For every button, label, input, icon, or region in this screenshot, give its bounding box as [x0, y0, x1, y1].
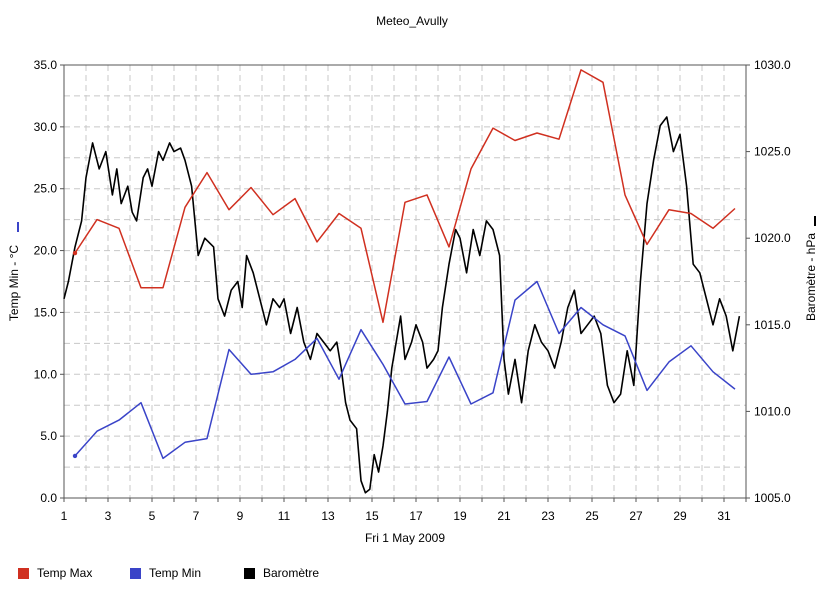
series-line-temp-min: [74, 280, 736, 460]
x-tick-label: 5: [149, 509, 156, 523]
x-tick-label: 19: [453, 509, 467, 523]
y-axis-left-label: Temp Min - °C: [7, 245, 21, 321]
x-axis: 1 3 5 7 9 11 13 15 17 19 21 23 25 27 29 31: [61, 498, 747, 523]
legend-swatch-temp-min: [130, 567, 141, 579]
x-tick-label: 21: [497, 509, 511, 523]
left-tick-label: 0.0: [40, 491, 57, 505]
legend-item-barometre: Baromètre: [244, 566, 319, 580]
left-tick-label: 20.0: [34, 244, 58, 258]
x-axis-label: Fri 1 May 2009: [365, 531, 445, 545]
x-tick-label: 13: [321, 509, 335, 523]
series-group: [63, 69, 741, 494]
x-tick-label: 7: [193, 509, 200, 523]
left-tick-label: 10.0: [34, 367, 58, 381]
legend-label-temp-max: Temp Max: [37, 566, 93, 580]
y-axis-right-label: Baromètre - hPa: [804, 233, 818, 321]
chart: Meteo_Avully 0.0 5.0 10.0 15.0 20.0 25.0 30.0 3…: [7, 14, 818, 545]
right-tick-label: 1010.0: [754, 404, 791, 418]
left-tick-label: 5.0: [40, 429, 57, 443]
left-tick-label: 30.0: [34, 120, 58, 134]
x-tick-label: 3: [105, 509, 112, 523]
series-start-point-temp-max: [72, 250, 78, 256]
right-tick-label: 1015.0: [754, 318, 791, 332]
x-tick-label: 27: [629, 509, 643, 523]
x-tick-label: 25: [585, 509, 599, 523]
x-tick-label: 9: [237, 509, 244, 523]
plot-frame: [63, 64, 747, 499]
series-line-temp-max: [74, 69, 736, 324]
left-tick-label: 15.0: [34, 305, 58, 319]
left-tick-label: 25.0: [34, 182, 58, 196]
legend-item-temp-min: Temp Min: [130, 566, 201, 580]
right-tick-label: 1005.0: [754, 491, 791, 505]
series-line-barom-tre: [63, 116, 741, 494]
grid: [64, 65, 746, 498]
right-axis: 1005.0 1010.0 1015.0 1020.0 1025.0 1030.0: [746, 58, 791, 505]
legend-swatch-barometre: [244, 567, 255, 579]
legend-label-barometre: Baromètre: [263, 566, 320, 580]
legend-label-temp-min: Temp Min: [149, 566, 202, 580]
x-tick-label: 23: [541, 509, 555, 523]
x-tick-label: 1: [61, 509, 68, 523]
chart-title: Meteo_Avully: [376, 14, 448, 28]
legend: Temp Max Temp Min Baromètre: [0, 560, 825, 590]
legend-item-temp-max: Temp Max: [18, 566, 92, 580]
x-tick-label: 11: [278, 509, 291, 523]
legend-swatch-temp-max: [18, 567, 29, 579]
left-tick-label: 35.0: [34, 58, 58, 72]
right-tick-label: 1020.0: [754, 231, 791, 245]
right-tick-label: 1030.0: [754, 58, 791, 72]
right-tick-label: 1025.0: [754, 145, 791, 159]
left-axis: 0.0 5.0 10.0 15.0 20.0 25.0 30.0 35.0: [34, 58, 64, 505]
x-tick-label: 31: [717, 509, 731, 523]
x-tick-label: 15: [365, 509, 379, 523]
x-tick-label: 17: [409, 509, 423, 523]
x-tick-label: 29: [673, 509, 687, 523]
series-start-point-temp-min: [72, 453, 78, 459]
